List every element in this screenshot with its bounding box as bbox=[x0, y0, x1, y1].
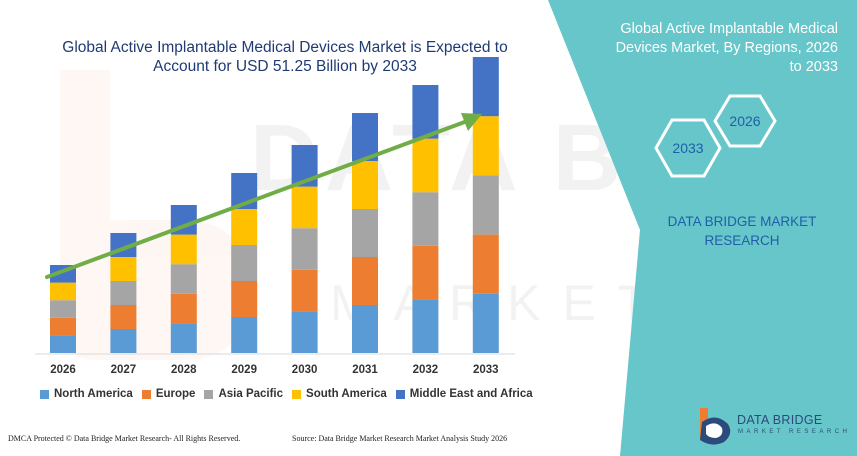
footer-source: Source: Data Bridge Market Research Mark… bbox=[292, 434, 508, 443]
bar-2032-asia-pacific bbox=[412, 192, 439, 246]
bar-2033-south-america bbox=[472, 116, 499, 176]
legend-label: South America bbox=[306, 388, 387, 400]
legend-item-middle-east-and-africa: Middle East and Africa bbox=[395, 388, 533, 400]
data-bridge-logo-icon bbox=[700, 408, 731, 445]
bar-2033-europe bbox=[472, 234, 499, 294]
bar-2032-south-america bbox=[412, 138, 439, 193]
chart-legend: North America Europe Asia Pacific South Ame… bbox=[40, 388, 542, 400]
hex-label-2026: 2026 bbox=[729, 113, 760, 129]
bar-2030-europe bbox=[291, 269, 318, 312]
bar-2029-europe bbox=[231, 281, 258, 317]
x-tick-label-2031: 2031 bbox=[352, 364, 378, 376]
bar-2026-asia-pacific bbox=[50, 300, 76, 318]
bar-2032-europe bbox=[412, 245, 439, 300]
hex-label-2033: 2033 bbox=[672, 140, 703, 156]
legend-label: Asia Pacific bbox=[218, 388, 284, 400]
legend-swatch bbox=[395, 389, 405, 399]
bar-2027-south-america bbox=[110, 257, 137, 281]
bar-2031-north-america bbox=[352, 305, 378, 353]
panel-company-line2: RESEARCH bbox=[704, 233, 780, 248]
bar-2027-north-america bbox=[110, 329, 137, 353]
bar-2029-asia-pacific bbox=[231, 245, 258, 281]
footer-copyright: DMCA Protected © Data Bridge Market Rese… bbox=[8, 434, 241, 443]
bar-2026-europe bbox=[50, 317, 76, 336]
logo-tagline: MARKET RESEARCH bbox=[738, 429, 851, 435]
legend-label: Europe bbox=[155, 388, 196, 400]
bar-2032-north-america bbox=[412, 299, 439, 353]
x-tick-label-2032: 2032 bbox=[413, 364, 439, 376]
bar-2030-north-america bbox=[291, 311, 318, 353]
bar-2027-europe bbox=[110, 305, 137, 329]
bar-2031-south-america bbox=[352, 161, 378, 209]
hexagon-2026 bbox=[713, 94, 777, 148]
legend-swatch bbox=[204, 389, 214, 399]
bar-2031-asia-pacific bbox=[352, 209, 378, 257]
bar-2031-middle-east-and-africa bbox=[352, 113, 378, 161]
x-tick-label-2028: 2028 bbox=[171, 364, 197, 376]
logo-name: DATA BRIDGE bbox=[737, 413, 823, 427]
chart-title-line2: Account for USD 51.25 Billion by 2033 bbox=[153, 58, 417, 75]
bars-group bbox=[50, 57, 499, 353]
x-tick-label-2033: 2033 bbox=[473, 364, 499, 376]
bar-2033-asia-pacific bbox=[472, 175, 499, 235]
x-tick-label-2027: 2027 bbox=[111, 364, 137, 376]
bar-2030-south-america bbox=[291, 186, 318, 229]
panel-company-line1: DATA BRIDGE MARKET bbox=[667, 214, 817, 229]
hexagon-2033 bbox=[654, 118, 722, 178]
panel-title: Global Active Implantable Medical Device… bbox=[588, 20, 838, 77]
legend-swatch bbox=[141, 389, 151, 399]
chart-title-line1: Global Active Implantable Medical Device… bbox=[62, 39, 508, 56]
bar-2031-europe bbox=[352, 257, 378, 305]
chart-title: Global Active Implantable Medical Device… bbox=[20, 38, 550, 76]
legend-label: Middle East and Africa bbox=[409, 388, 533, 400]
panel-title-line3: to 2033 bbox=[789, 59, 838, 75]
bar-2028-asia-pacific bbox=[170, 264, 197, 294]
bar-2033-middle-east-and-africa bbox=[472, 57, 499, 117]
x-tick-labels: 2026 2027 2028 2029 2030 2031 2032 2033 bbox=[50, 364, 498, 376]
x-tick-label-2030: 2030 bbox=[292, 364, 318, 376]
bar-2028-south-america bbox=[170, 234, 197, 265]
bar-2032-middle-east-and-africa bbox=[412, 85, 439, 139]
legend-item-south-america: South America bbox=[292, 388, 387, 400]
x-tick-label-2026: 2026 bbox=[50, 364, 76, 376]
bar-2029-north-america bbox=[231, 317, 258, 353]
legend-swatch bbox=[40, 389, 49, 399]
trend-arrow bbox=[45, 113, 482, 279]
x-tick-label-2029: 2029 bbox=[231, 364, 257, 376]
legend-label: North America bbox=[54, 388, 133, 400]
side-panel bbox=[548, 0, 857, 456]
panel-title-line1: Global Active Implantable Medical bbox=[620, 21, 838, 37]
legend-item-europe: Europe bbox=[141, 388, 196, 400]
bar-2027-asia-pacific bbox=[110, 281, 137, 305]
bar-2033-north-america bbox=[472, 293, 499, 353]
bar-2026-south-america bbox=[50, 282, 76, 301]
legend-item-asia-pacific: Asia Pacific bbox=[204, 388, 283, 400]
bar-2030-asia-pacific bbox=[291, 228, 318, 270]
panel-title-line2: Devices Market, By Regions, 2026 bbox=[615, 40, 838, 56]
legend-swatch bbox=[292, 389, 302, 399]
panel-company-name: DATA BRIDGE MARKET RESEARCH bbox=[652, 212, 832, 250]
bar-2028-north-america bbox=[170, 323, 197, 353]
legend-item-north-america: North America bbox=[40, 388, 133, 400]
bar-2028-europe bbox=[170, 293, 197, 324]
bar-2026-north-america bbox=[50, 335, 76, 353]
bar-2029-south-america bbox=[231, 209, 258, 245]
